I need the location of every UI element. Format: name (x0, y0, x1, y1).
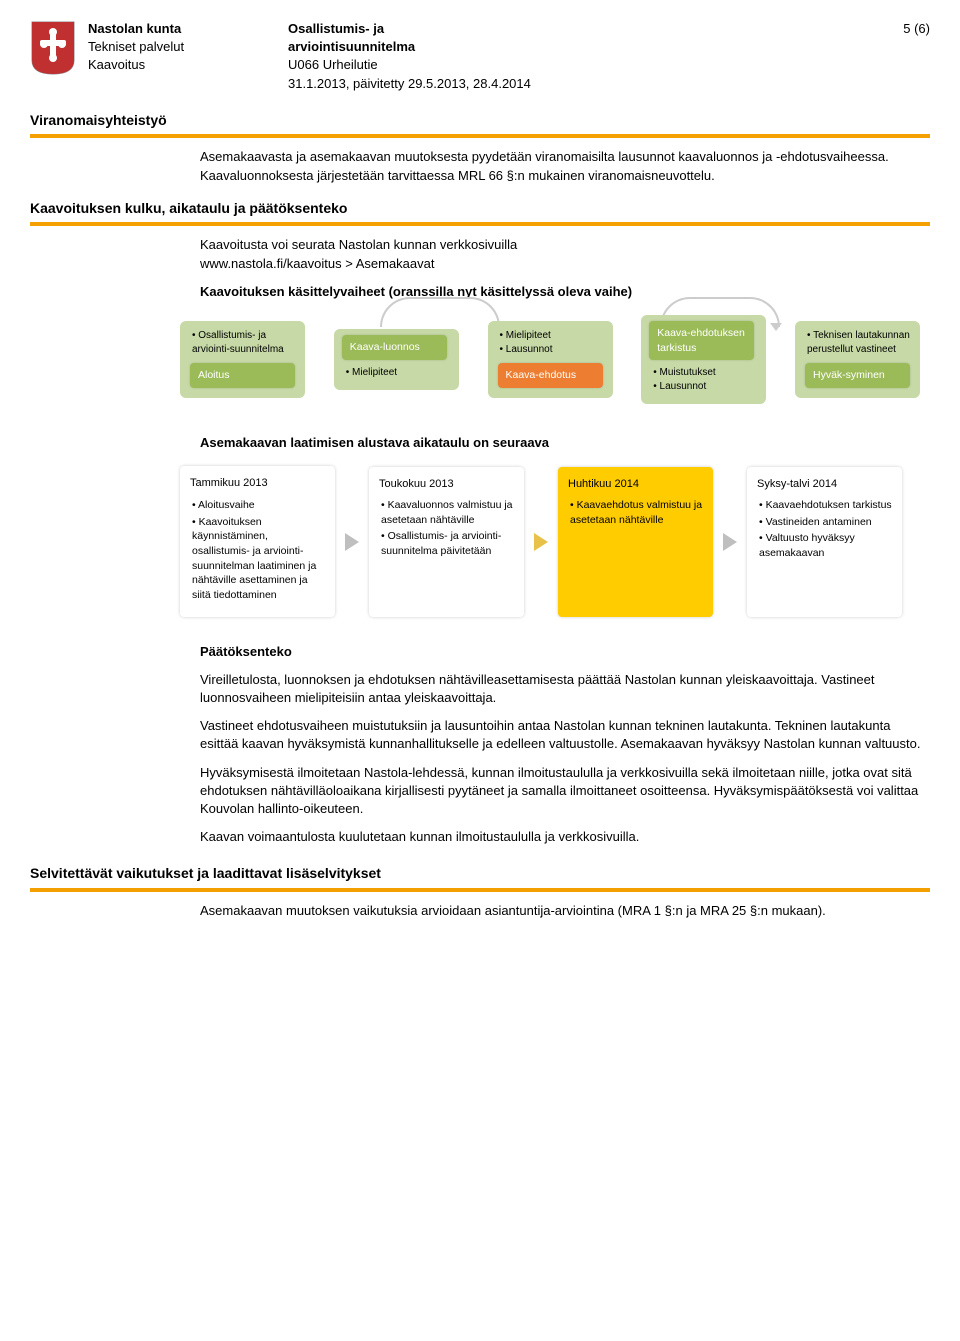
flow-bottom-label: Hyväk-syminen (805, 363, 910, 388)
flow-items: Mielipiteet (344, 366, 449, 380)
section-divider (30, 134, 930, 138)
doc-title-1: Osallistumis- ja (288, 20, 870, 38)
flow-node: MielipiteetLausunnot Kaava-ehdotus (488, 321, 613, 398)
timeline-item: Aloitusvaihe (192, 498, 325, 513)
timeline-item: Kaavaehdotus valmistuu ja asetetaan näht… (570, 498, 703, 527)
dec-p1: Vireilletulosta, luonnoksen ja ehdotukse… (200, 671, 930, 707)
section-title-kaavoituksen-kulku: Kaavoituksen kulku, aikataulu ja päätöks… (30, 199, 930, 219)
timeline-arrow-icon (345, 533, 359, 551)
timeline-box-title: Toukokuu 2013 (379, 477, 514, 492)
decision-body: Päätöksenteko Vireilletulosta, luonnokse… (200, 643, 930, 847)
flow-item: Muistutukset (653, 366, 756, 380)
timeline-item: Kaavaehdotuksen tarkistus (759, 498, 892, 513)
timeline-item: Osallistumis- ja arviointi-suunnitelma p… (381, 529, 514, 558)
municipality-logo (30, 20, 76, 76)
flow-items: MuistutuksetLausunnot (651, 366, 756, 394)
doc-dates: 31.1.2013, päivitetty 29.5.2013, 28.4.20… (288, 75, 870, 93)
timeline-title: Asemakaavan laatimisen alustava aikataul… (200, 434, 930, 452)
timeline-item: Valtuusto hyväksyy asemakaavan (759, 531, 892, 560)
flow-item: Teknisen lautakunnan perustellut vastine… (807, 329, 910, 357)
dec-p4: Kaavan voimaantulosta kuulutetaan kunnan… (200, 828, 930, 846)
sec4-body: Asemakaavan muutoksen vaikutuksia arvioi… (200, 902, 930, 920)
timeline-arrow-icon (534, 533, 548, 551)
timeline-box: Toukokuu 2013 Kaavaluonnos valmistuu ja a… (369, 467, 524, 617)
org-dept: Tekniset palvelut (88, 38, 288, 56)
decision-title: Päätöksenteko (200, 644, 292, 659)
flow-item: Osallistumis- ja arviointi-suunnitelma (192, 329, 295, 357)
section-title-selvitettavat: Selvitettävät vaikutukset ja laadittavat… (30, 864, 930, 884)
doc-title-2: arviointisuunnitelma (288, 38, 870, 56)
flow-item: Lausunnot (653, 380, 756, 394)
flow-item: Mielipiteet (346, 366, 449, 380)
flow-items: MielipiteetLausunnot (498, 329, 603, 357)
doc-code: U066 Urheilutie (288, 56, 870, 74)
flow-bottom-label: Kaava-ehdotus (498, 363, 603, 388)
flow-node: Teknisen lautakunnan perustellut vastine… (795, 321, 920, 398)
timeline-item: Vastineiden antaminen (759, 515, 892, 530)
process-flow: Osallistumis- ja arviointi-suunnitelma Al… (180, 315, 920, 404)
flow-item: Mielipiteet (500, 329, 603, 343)
sec2-body: Kaavoitusta voi seurata Nastolan kunnan … (200, 236, 930, 301)
dec-p3: Hyväksymisestä ilmoitetaan Nastola-lehde… (200, 764, 930, 819)
section-divider (30, 888, 930, 892)
flow-node: Osallistumis- ja arviointi-suunnitelma Al… (180, 321, 305, 398)
page-header: Nastolan kunta Tekniset palvelut Kaavoit… (30, 20, 930, 93)
timeline-box-title: Huhtikuu 2014 (568, 477, 703, 492)
header-text-block: Nastolan kunta Tekniset palvelut Kaavoit… (88, 20, 930, 93)
sec2-link: www.nastola.fi/kaavoitus > Asemakaavat (200, 256, 434, 271)
sec2-subtitle: Kaavoituksen käsittelyvaiheet (oranssill… (200, 283, 930, 301)
timeline-arrow-icon (723, 533, 737, 551)
flow-node: Kaava-luonnos Mielipiteet (334, 329, 459, 390)
timeline-box-title: Syksy-talvi 2014 (757, 477, 892, 492)
timeline-box: Huhtikuu 2014 Kaavaehdotus valmistuu ja a… (558, 467, 713, 617)
flow-items: Osallistumis- ja arviointi-suunnitelma (190, 329, 295, 357)
flow-bottom-label: Aloitus (190, 363, 295, 388)
sec1-p1: Asemakaavasta ja asemakaavan muutoksesta… (200, 148, 930, 184)
timeline-box: Tammikuu 2013 Aloitusvaihe Kaavoituksen kä… (180, 466, 335, 616)
timeline-item: Kaavaluonnos valmistuu ja asetetaan näht… (381, 498, 514, 527)
org-unit: Kaavoitus (88, 56, 288, 74)
sec1-body: Asemakaavasta ja asemakaavan muutoksesta… (200, 148, 930, 184)
sec4-p1: Asemakaavan muutoksen vaikutuksia arvioi… (200, 902, 930, 920)
sec2-p1: Kaavoitusta voi seurata Nastolan kunnan … (200, 237, 517, 252)
flow-node: Kaava-ehdotuksen tarkistus MuistutuksetLa… (641, 315, 766, 404)
org-name: Nastolan kunta (88, 20, 288, 38)
section-title-viranomaisyhteistyo: Viranomaisyhteistyö (30, 111, 930, 131)
flow-top-label: Kaava-luonnos (342, 335, 447, 360)
flow-items: Teknisen lautakunnan perustellut vastine… (805, 329, 910, 357)
flow-arc (380, 297, 500, 327)
timeline-item: Kaavoituksen käynnistäminen, osallistumi… (192, 515, 325, 603)
section-divider (30, 222, 930, 226)
timeline-box: Syksy-talvi 2014 Kaavaehdotuksen tarkistu… (747, 467, 902, 617)
page-number: 5 (6) (870, 20, 930, 93)
timeline: Tammikuu 2013 Aloitusvaihe Kaavoituksen kä… (180, 466, 920, 616)
timeline-box-title: Tammikuu 2013 (190, 476, 325, 491)
flow-item: Lausunnot (500, 343, 603, 357)
dec-p2: Vastineet ehdotusvaiheen muistutuksiin j… (200, 717, 930, 753)
flow-top-label: Kaava-ehdotuksen tarkistus (649, 321, 754, 360)
